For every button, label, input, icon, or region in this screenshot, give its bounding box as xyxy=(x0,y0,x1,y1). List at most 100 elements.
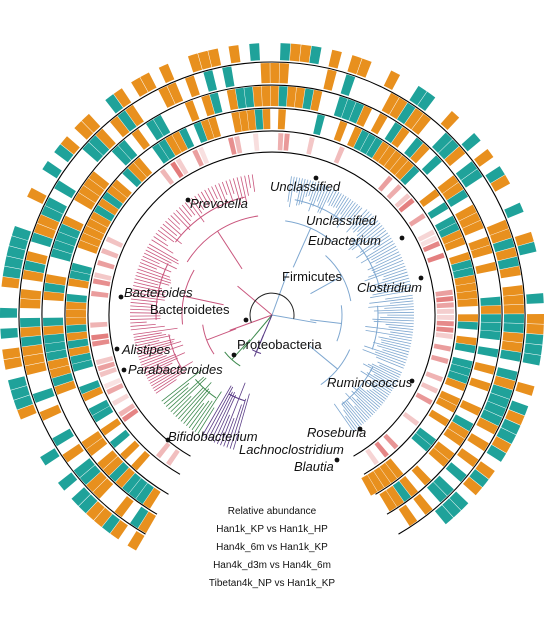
comparison-ring-segment xyxy=(78,185,100,204)
firmicutes-clade-branch xyxy=(360,243,395,264)
abundance-segment xyxy=(425,371,444,382)
comparison-ring-segment xyxy=(55,231,78,247)
bacteroidetes-clade-branch xyxy=(145,362,173,377)
comparison-ring-segment xyxy=(428,447,449,467)
comparison-ring-segment xyxy=(492,237,515,253)
bacteroidetes-clade-branch xyxy=(170,215,181,225)
comparison-ring-segment xyxy=(21,335,42,347)
abundance-segment xyxy=(91,339,110,347)
comparison-ring-segment xyxy=(165,135,182,156)
firmicutes-clade-branch xyxy=(370,289,412,299)
comparison-ring-segment xyxy=(122,168,142,188)
comparison-ring-segment xyxy=(51,372,74,387)
ring-label-han4k-6m-vs-han1k-kp: Han4k_6m vs Han1k_KP xyxy=(216,542,328,553)
comparison-ring-segment xyxy=(20,326,41,337)
comparison-ring-segment xyxy=(86,501,105,521)
comparison-ring-segment xyxy=(52,428,74,447)
abundance-segment xyxy=(105,236,124,248)
abundance-segment xyxy=(306,136,315,155)
firmicutes-clade-branch xyxy=(382,349,408,358)
bacteroidetes-clade-branch xyxy=(132,288,165,296)
genus-label-roseburia: Roseburia xyxy=(307,425,366,440)
proteobacteria-clade-branch xyxy=(207,391,233,440)
comparison-ring-segment xyxy=(347,126,362,148)
firmicutes-clade-branch xyxy=(367,254,401,271)
comparison-ring-segment xyxy=(226,89,239,111)
bacteroidetes-clade-branch xyxy=(160,226,182,245)
abundance-segment xyxy=(383,433,399,450)
comparison-ring-segment xyxy=(3,357,23,370)
bacteroidetes-clade-stem xyxy=(217,230,243,270)
comparison-ring-segment xyxy=(131,450,150,471)
bacteroidetes-clade-branch xyxy=(251,174,256,192)
bacteroidetes-clade-branch xyxy=(236,177,243,199)
comparison-ring-segment xyxy=(128,478,148,499)
comparison-ring-segment xyxy=(419,189,440,207)
bacteroidetes-clade-arc xyxy=(168,334,183,370)
comparison-ring-segment xyxy=(493,375,516,390)
firmicutes-clade-branch xyxy=(378,336,412,344)
bacteroidetes-clade-stem xyxy=(183,295,224,306)
comparison-ring-segment xyxy=(372,141,390,163)
comparison-ring-segment xyxy=(158,63,175,84)
comparison-ring-segment xyxy=(111,179,132,198)
comparison-ring-segment xyxy=(522,353,541,366)
comparison-ring-segment xyxy=(503,304,524,314)
bacteroidetes-clade-branch xyxy=(139,344,184,361)
comparison-ring-segment xyxy=(280,43,291,61)
bacteroidetes-clade-branch xyxy=(162,223,178,236)
comparison-ring-segment xyxy=(2,266,22,279)
proteobacteria-clade-branch xyxy=(201,385,232,437)
firmicutes-clade-branch xyxy=(362,363,398,383)
bacteroidetes-clade-branch xyxy=(155,379,177,394)
firmicutes-clade-branch xyxy=(360,370,393,392)
firmicutes-clade-branch xyxy=(366,240,394,258)
comparison-ring-segment xyxy=(80,232,102,248)
comparison-ring-segment xyxy=(410,143,430,164)
comparison-ring-segment xyxy=(461,132,481,152)
comparison-ring-segment xyxy=(105,94,124,114)
comparison-ring-segment xyxy=(366,137,383,159)
comparison-ring-segment xyxy=(44,341,66,353)
comparison-ring-segment xyxy=(497,256,520,270)
comparison-ring-segment xyxy=(469,469,489,488)
abundance-segment xyxy=(333,146,345,164)
comparison-ring-segment xyxy=(526,293,544,304)
comparison-ring-segment xyxy=(86,437,108,456)
comparison-ring-segment xyxy=(95,128,116,150)
comparison-ring-segment xyxy=(201,94,215,117)
comparison-ring-segment xyxy=(13,395,33,410)
bacteroidetes-clade-branch xyxy=(194,195,205,211)
abundance-segment xyxy=(192,149,204,167)
actinobacteria-clade-branch xyxy=(170,377,207,413)
firmicutes-clade-branch xyxy=(379,364,401,376)
abundance-segment xyxy=(436,295,454,303)
firmicutes-clade-branch xyxy=(357,215,375,233)
comparison-ring-segment xyxy=(499,266,521,279)
comparison-ring-segment xyxy=(356,105,372,127)
actinobacteria-clade-branch xyxy=(180,388,210,422)
comparison-ring-segment xyxy=(44,282,66,294)
comparison-ring-segment xyxy=(22,344,44,357)
comparison-ring-segment xyxy=(455,335,477,346)
comparison-ring-segment xyxy=(54,380,77,395)
comparison-ring-segment xyxy=(270,63,280,84)
root-branch xyxy=(242,314,273,350)
bacteroidetes-clade-branch xyxy=(204,189,213,205)
bacteroidetes-clade-branch xyxy=(214,184,223,202)
abundance-segment xyxy=(90,321,108,328)
firmicutes-clade-branch xyxy=(359,232,389,253)
comparison-ring-segment xyxy=(66,293,87,303)
comparison-ring-segment xyxy=(443,428,465,446)
firmicutes-clade-branch xyxy=(345,401,364,424)
bacteroidetes-clade-branch xyxy=(147,246,179,265)
firmicutes-clade-branch xyxy=(373,309,414,312)
firmicutes-clade-branch xyxy=(351,390,376,414)
comparison-ring-segment xyxy=(434,215,457,232)
comparison-ring-segment xyxy=(54,144,74,163)
bacteroidetes-clade-branch xyxy=(144,252,177,270)
comparison-ring-segment xyxy=(475,261,497,275)
abundance-segment xyxy=(90,290,109,298)
abundance-segment xyxy=(420,235,438,247)
comparison-ring-segment xyxy=(86,471,107,492)
